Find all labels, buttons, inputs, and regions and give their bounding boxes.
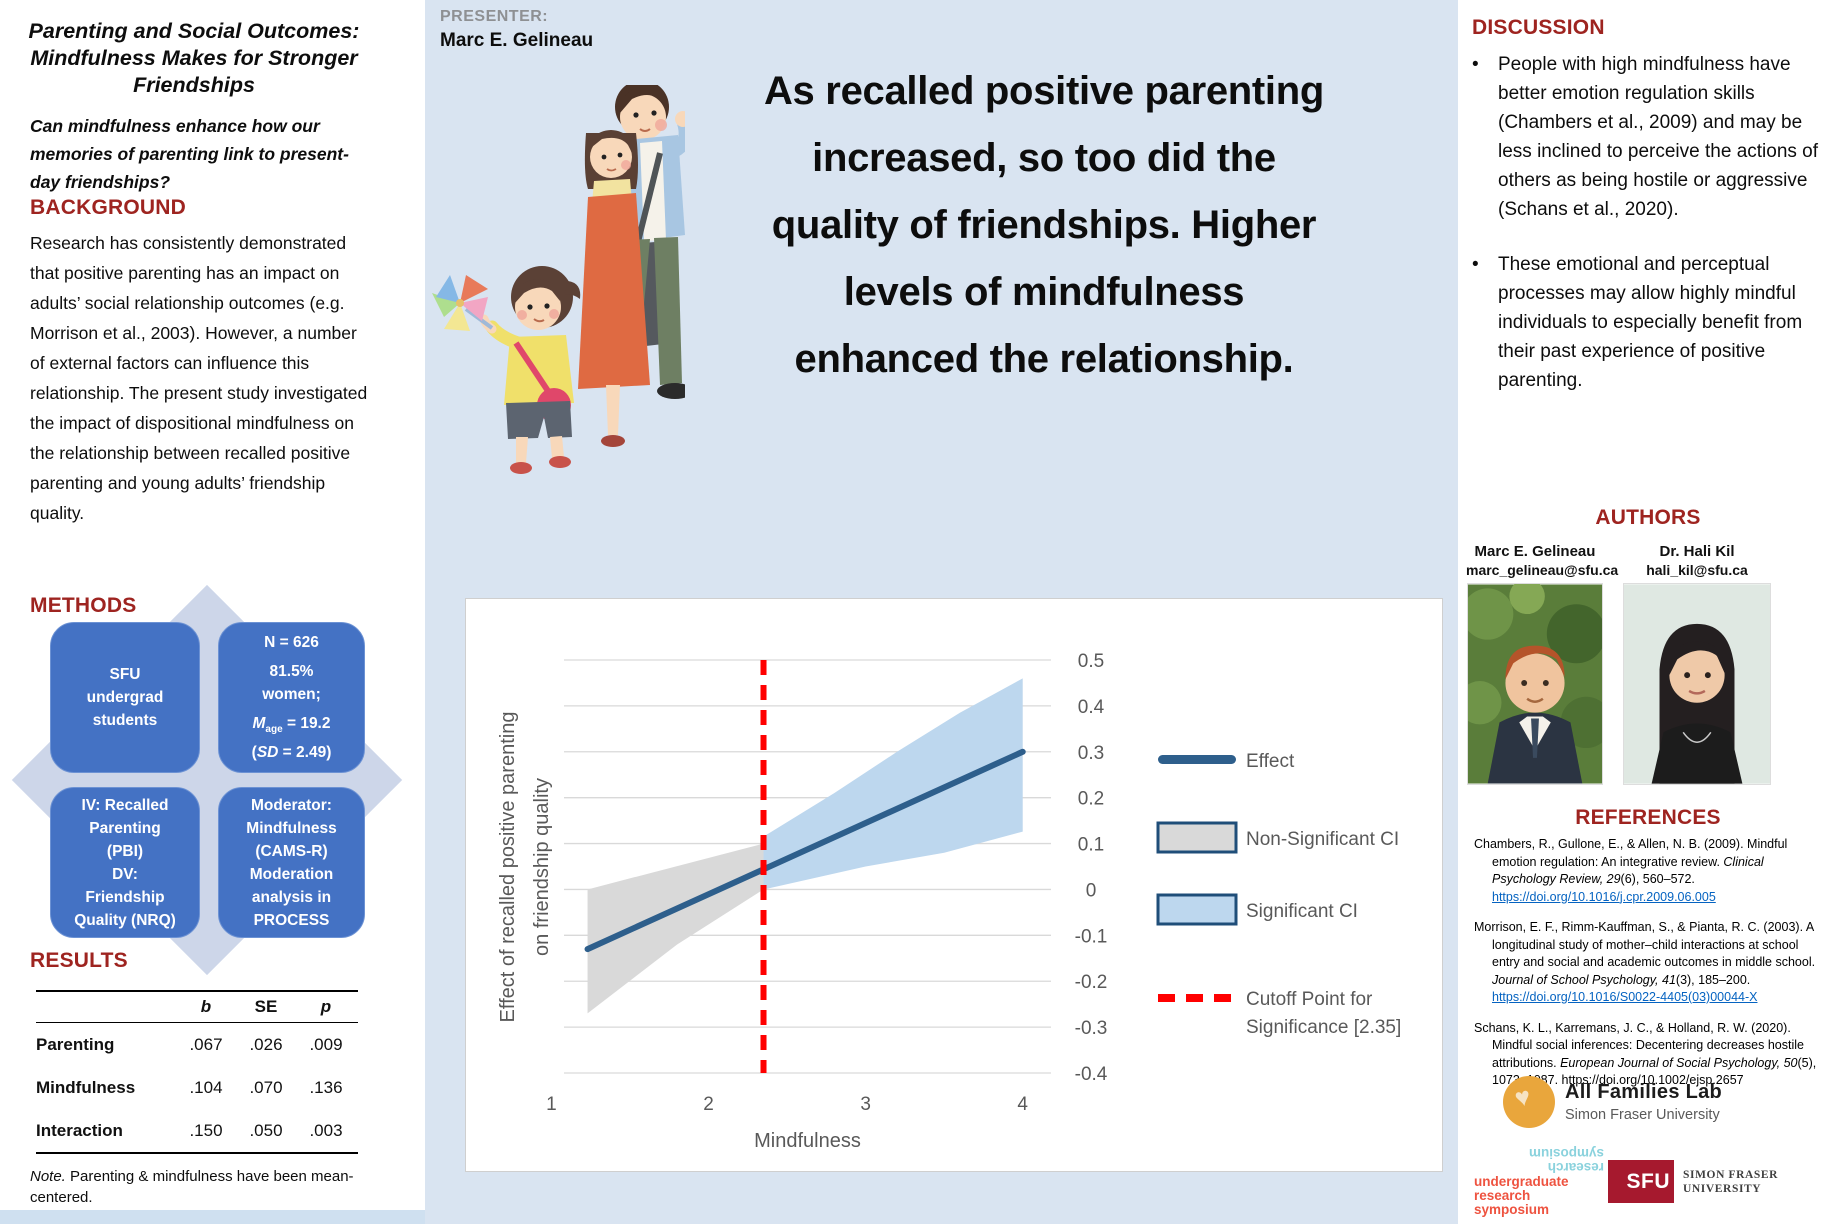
svg-text:-0.3: -0.3 [1075,1018,1108,1039]
methods-n-text: N = 626 [264,634,319,651]
background-body: Research has consistently demonstrated t… [30,233,368,523]
methods-box-sample: SFU undergrad students [50,622,200,773]
methods-box-sample-text: SFU undergrad students [86,666,164,729]
bullet-icon: • [1472,54,1479,75]
svg-text:on friendship quality: on friendship quality [531,778,553,956]
list-item: • People with high mindfulness have bett… [1472,50,1820,224]
table-note: Note. Parenting & mindfulness have been … [30,1168,354,1206]
svg-text:0.4: 0.4 [1078,697,1105,718]
svg-text:Effect of recalled positive pa: Effect of recalled positive parenting [497,712,519,1023]
doi-link[interactable]: https://doi.org/10.1016/S0022-4405(03)00… [1492,990,1758,1004]
heart-icon: ♥ [1511,1080,1534,1114]
key-finding-headline: As recalled positive parenting increased… [763,69,1325,381]
presenter-label: PRESENTER: [440,8,549,25]
doi-link[interactable]: https://doi.org/10.1016/j.cpr.2009.06.00… [1492,889,1716,904]
afl-logo-subtitle: Simon Fraser University [1565,1107,1720,1123]
svg-text:Non-Significant CI: Non-Significant CI [1246,829,1399,850]
undergrad-research-symposium-logo: research symposium undergraduate researc… [1474,1146,1604,1217]
poster-research-question: Can mindfulness enhance how our memories… [30,116,349,192]
author-photo-marc [1458,578,1612,785]
family-illustration [432,85,685,474]
svg-text:Effect: Effect [1246,751,1295,772]
background-heading: BACKGROUND [30,196,186,219]
table-row: Parenting .067 .026 .009 [36,1034,343,1054]
urs-logo-text: undergraduate research symposium [1474,1174,1569,1217]
bottom-accent-strip [0,1210,425,1224]
methods-box-moderator: Moderator: Mindfulness (CAMS-R) Moderati… [218,787,365,938]
svg-text:0.3: 0.3 [1078,743,1104,764]
results-table: b SE p Parenting .067 .026 .009 Mindfuln… [36,990,358,1154]
svg-text:-0.2: -0.2 [1075,972,1108,993]
left-column: Parenting and Social Outcomes: Mindfulne… [0,0,425,1224]
list-item: • These emotional and perceptual process… [1472,250,1820,395]
reference-item: Morrison, E. F., Rimm-Kauffman, S., & Pi… [1474,920,1816,1004]
reference-item: Chambers, R., Gullone, E., & Allen, N. B… [1474,837,1788,904]
sfu-logo-name: SIMON FRASER UNIVERSITY [1683,1168,1779,1195]
poster-title: Parenting and Social Outcomes: Mindfulne… [28,19,360,97]
moderation-chart-svg: 0.5 0.4 0.3 0.2 0.1 0 -0.1 -0.2 -0.3 -0.4 1 2 3 4 Effe… [497,651,1401,1152]
author-email: hali_kil@sfu.ca [1646,562,1748,578]
author-name: Dr. Hali Kil [1659,543,1735,560]
svg-text:Significant CI: Significant CI [1246,901,1358,922]
results-heading: RESULTS [30,949,128,972]
urs-mirrored-text: research symposium [1528,1146,1604,1175]
methods-age-text: Mage = 19.2 (SD = 2.49) [251,714,332,761]
methods-box-demographics: N = 626 81.5% women; Mage = 19.2 (SD = 2.… [218,622,365,773]
svg-text:-0.1: -0.1 [1075,926,1108,947]
author-card-hali: Dr. Hali Kil hali_kil@sfu.ca [1622,542,1772,790]
discussion-list: • People with high mindfulness have bett… [1472,50,1820,421]
svg-text:0.2: 0.2 [1078,789,1104,810]
svg-text:3: 3 [860,1094,871,1115]
results-table-header: b SE p [36,992,358,1023]
right-column: DISCUSSION • People with high mindfulnes… [1458,0,1838,1224]
afl-logo-name: All Families Lab [1565,1081,1723,1103]
author-name: Marc E. Gelineau [1474,543,1596,560]
methods-heading: METHODS [30,594,137,617]
author-email: marc_gelineau@sfu.ca [1466,562,1619,578]
methods-women-text: 81.5% women; [262,662,321,703]
references-heading: REFERENCES [1575,806,1721,829]
sfu-logo: SFU SIMON FRASER UNIVERSITY [1608,1160,1778,1203]
moderation-chart: 0.5 0.4 0.3 0.2 0.1 0 -0.1 -0.2 -0.3 -0.4 1 2 3 4 Effe… [465,598,1443,1172]
authors-heading: AUTHORS [1595,506,1701,529]
svg-text:1: 1 [546,1094,557,1115]
methods-box-variables: IV: Recalled Parenting (PBI) DV: Friends… [50,787,200,938]
afl-logo-icon: ♥ [1503,1076,1555,1128]
bullet-icon: • [1472,254,1479,275]
reference-item: Schans, K. L., Karremans, J. C., & Holla… [1474,1020,1817,1088]
author-card-marc: Marc E. Gelineau marc_gelineau@sfu.ca [1458,542,1619,790]
table-row: Mindfulness .104 .070 .136 [36,1077,343,1097]
center-panel: PRESENTER: Marc E. Gelineau [425,0,1458,1224]
sfu-logo-icon: SFU [1608,1160,1674,1203]
svg-text:-0.4: -0.4 [1075,1064,1108,1085]
svg-text:0.1: 0.1 [1078,835,1104,856]
svg-text:0.5: 0.5 [1078,651,1104,672]
svg-text:4: 4 [1017,1094,1028,1115]
svg-text:0: 0 [1086,880,1097,901]
presenter-name: Marc E. Gelineau [440,30,594,51]
svg-text:2: 2 [703,1094,714,1115]
discussion-heading: DISCUSSION [1472,16,1605,39]
svg-text:Mindfulness: Mindfulness [754,1130,861,1152]
table-row: Interaction .150 .050 .003 [36,1120,343,1140]
references-list: Chambers, R., Gullone, E., & Allen, N. B… [1466,836,1828,1103]
all-families-lab-logo: ♥ All Families Lab Simon Fraser Universi… [1503,1076,1722,1128]
author-photo-hali [1623,583,1771,785]
